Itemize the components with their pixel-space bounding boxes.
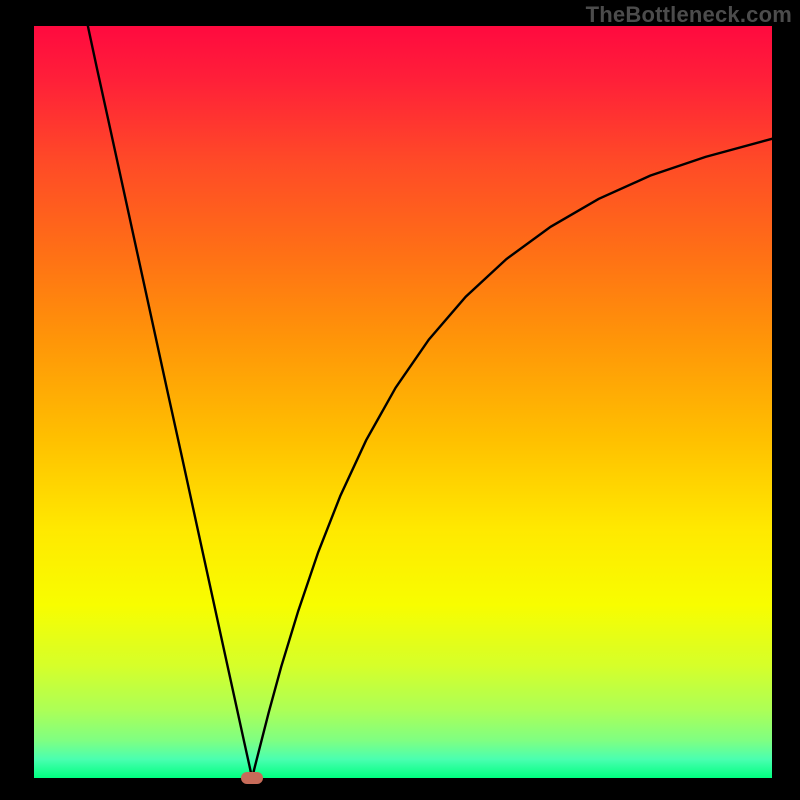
optimum-marker [241, 772, 263, 784]
branding-text: TheBottleneck.com [586, 2, 792, 28]
chart-container: TheBottleneck.com [0, 0, 800, 800]
plot-area [34, 26, 772, 778]
